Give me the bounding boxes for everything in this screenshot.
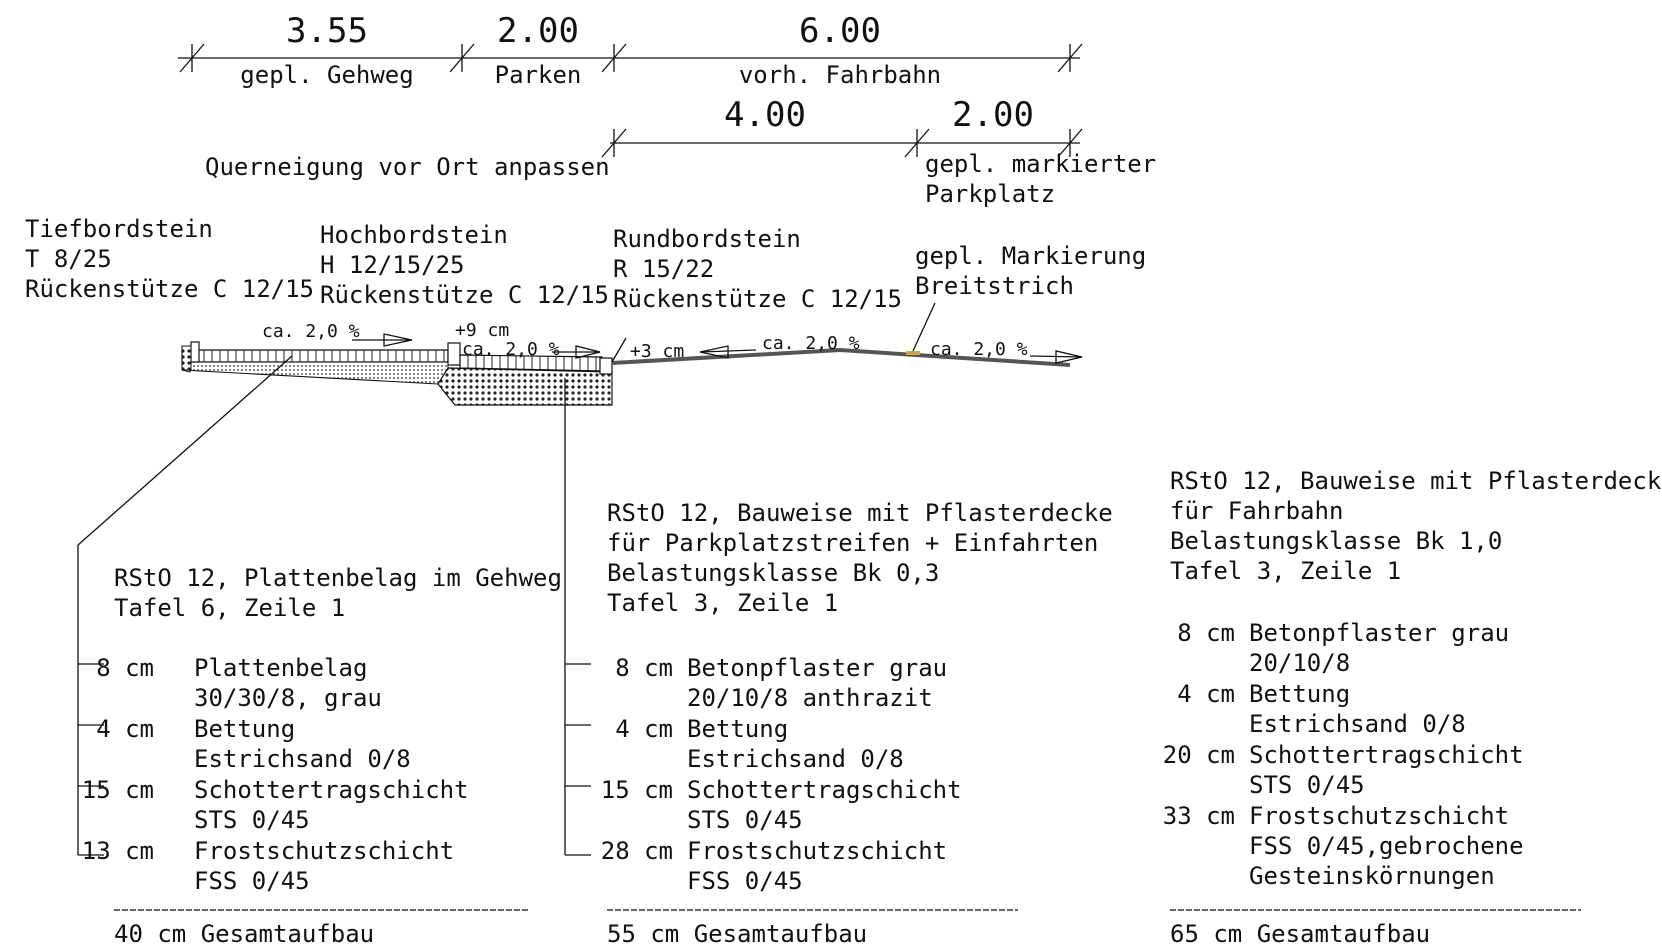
- layer-detail: STS 0/45: [687, 806, 803, 834]
- curb-rund-2: R 15/22: [613, 255, 714, 283]
- slope-fahrbahn-left: ca. 2,0 %: [762, 333, 860, 354]
- curb-tief-1: Tiefbordstein: [25, 215, 213, 243]
- rundbordstein: [599, 357, 613, 375]
- curb-rund-3: Rückenstütze C 12/15: [613, 285, 902, 313]
- layer-detail: Estrichsand 0/8: [1249, 710, 1466, 738]
- tiefbordstein: [190, 341, 200, 363]
- layer-name: Bettung: [1249, 680, 1350, 708]
- layer-name: Betonpflaster grau: [687, 654, 947, 682]
- hochbordstein: [447, 342, 461, 366]
- note-querneigung: Querneigung vor Ort anpassen: [205, 153, 610, 181]
- dim-gehweg-value: 3.55: [286, 11, 368, 51]
- layer-thickness: 33 cm: [1163, 802, 1235, 830]
- dimension-chain-second: [601, 128, 1083, 158]
- fahrbahn-line: [611, 347, 1071, 367]
- cross-section: [181, 302, 1071, 406]
- slope-fahrbahn-right: ca. 2,0 %: [930, 339, 1028, 360]
- layer-detail: FSS 0/45: [194, 867, 310, 895]
- legend-header-line: für Fahrbahn: [1170, 497, 1343, 525]
- gehweg-surface: [181, 349, 449, 363]
- layer-name: Betonpflaster grau: [1249, 619, 1509, 647]
- note-parkplatz-2: Parkplatz: [925, 180, 1055, 208]
- layer-detail: STS 0/45: [194, 806, 310, 834]
- layer-detail: STS 0/45: [1249, 771, 1365, 799]
- legend-parken: RStO 12, Bauweise mit Pflasterdecke für …: [601, 499, 1113, 948]
- layer-name: Frostschutzschicht: [1249, 802, 1509, 830]
- legend-header-line: Belastungsklasse Bk 0,3: [607, 559, 939, 587]
- slope-parken: ca. 2,0 %: [462, 339, 560, 360]
- layer-thickness: 20 cm: [1163, 741, 1235, 769]
- note-markierung-2: Breitstrich: [915, 272, 1074, 300]
- slope-arrow-fahrbahn-left-head: [699, 345, 729, 359]
- legend-total: 55 cm Gesamtaufbau: [607, 920, 867, 948]
- legend-total: 65 cm Gesamtaufbau: [1170, 920, 1430, 948]
- curb-tief-3: Rückenstütze C 12/15: [25, 275, 314, 303]
- curb-rund-1: Rundbordstein: [613, 225, 801, 253]
- layer-name: Schottertragschicht: [687, 776, 962, 804]
- legend-header-line: RStO 12, Bauweise mit Pflasterdecke: [1170, 467, 1662, 495]
- note-markierung-1: gepl. Markierung: [915, 242, 1146, 270]
- layer-detail: 20/10/8: [1249, 649, 1350, 677]
- layer-thickness: 15 cm: [601, 776, 673, 804]
- leader-lines: [77, 355, 591, 856]
- curb-hoch-1: Hochbordstein: [320, 221, 508, 249]
- layer-thickness: 8 cm: [96, 654, 154, 682]
- parken-base: [437, 367, 613, 406]
- layer-detail: Gesteinskörnungen: [1249, 862, 1495, 890]
- legend-fahrbahn: RStO 12, Bauweise mit Pflasterdecke für …: [1163, 467, 1662, 948]
- curb-hoch-3: Rückenstütze C 12/15: [320, 281, 609, 309]
- layer-thickness: 13 cm: [82, 837, 154, 865]
- layer-name: Plattenbelag: [194, 654, 367, 682]
- note-parkplatz-1: gepl. markierter: [925, 150, 1156, 178]
- dim-2-value: 2.00: [952, 95, 1034, 135]
- layer-name: Schottertragschicht: [1249, 741, 1524, 769]
- curb-hoch-2: H 12/15/25: [320, 251, 465, 279]
- layer-detail: FSS 0/45,gebrochene: [1249, 832, 1524, 860]
- layer-name: Schottertragschicht: [194, 776, 469, 804]
- slope-plus9: +9 cm: [455, 320, 509, 341]
- dim-gehweg-label: gepl. Gehweg: [240, 61, 413, 89]
- dimension-chain-top: [178, 43, 1083, 73]
- layer-thickness: 4 cm: [615, 715, 673, 743]
- layer-detail: Estrichsand 0/8: [687, 745, 904, 773]
- layer-name: Frostschutzschicht: [687, 837, 947, 865]
- slope-arrow-fahrbahn-right-head: [1055, 350, 1083, 364]
- layer-thickness: 28 cm: [601, 837, 673, 865]
- layer-name: Bettung: [687, 715, 788, 743]
- layer-thickness: 4 cm: [1177, 680, 1235, 708]
- layer-thickness: 8 cm: [615, 654, 673, 682]
- slope-plus3: +3 cm: [630, 341, 684, 362]
- layer-thickness: 8 cm: [1177, 619, 1235, 647]
- legend-gehweg: RStO 12, Plattenbelag im Gehweg Tafel 6,…: [82, 564, 562, 948]
- legend-total: 40 cm Gesamtaufbau: [114, 920, 374, 948]
- legend-header-line: RStO 12, Bauweise mit Pflasterdecke: [607, 499, 1113, 527]
- gehweg-base: [181, 361, 449, 385]
- layer-thickness: 4 cm: [96, 715, 154, 743]
- slope-arrow-gehweg-head: [383, 333, 413, 347]
- dim-fahrbahn-label: vorh. Fahrbahn: [739, 61, 941, 89]
- layer-detail: Estrichsand 0/8: [194, 745, 411, 773]
- layer-name: Frostschutzschicht: [194, 837, 454, 865]
- layer-detail: 20/10/8 anthrazit: [687, 684, 933, 712]
- slope-gehweg: ca. 2,0 %: [262, 321, 360, 342]
- curb-tief-2: T 8/25: [25, 245, 112, 273]
- dim-parken-label: Parken: [495, 61, 582, 89]
- layer-name: Bettung: [194, 715, 295, 743]
- layer-detail: FSS 0/45: [687, 867, 803, 895]
- legend-header-line: RStO 12, Plattenbelag im Gehweg: [114, 564, 562, 592]
- dim-fahrbahn-value: 6.00: [799, 11, 881, 51]
- slope-arrow-parken-head: [575, 345, 601, 359]
- legend-header-line: Tafel 3, Zeile 1: [607, 589, 838, 617]
- layer-detail: 30/30/8, grau: [194, 684, 382, 712]
- markierung-mark: [906, 351, 920, 355]
- layer-thickness: 15 cm: [82, 776, 154, 804]
- legend-header-line: für Parkplatzstreifen + Einfahrten: [607, 529, 1098, 557]
- dim-parken-value: 2.00: [497, 11, 579, 51]
- legend-header-line: Tafel 6, Zeile 1: [114, 594, 345, 622]
- legend-header-line: Belastungsklasse Bk 1,0: [1170, 527, 1502, 555]
- dim-4-value: 4.00: [724, 95, 806, 135]
- legend-header-line: Tafel 3, Zeile 1: [1170, 557, 1401, 585]
